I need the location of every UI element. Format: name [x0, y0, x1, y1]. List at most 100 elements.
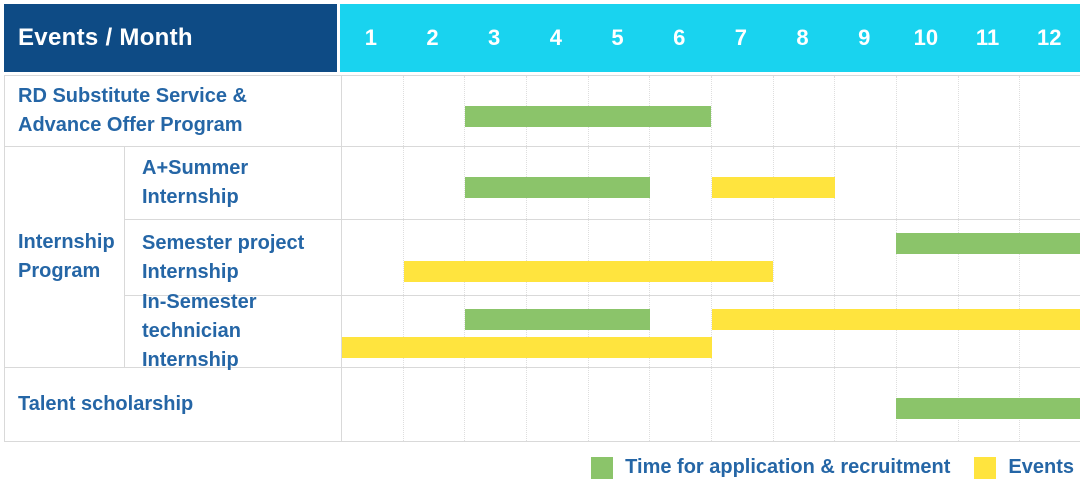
- page-title: Events / Month: [18, 24, 193, 51]
- month-area-a-plus-summer-internship: [341, 147, 1080, 220]
- month-cell: [589, 296, 651, 367]
- month-cell: [897, 76, 959, 146]
- legend-swatch-yellow: [974, 456, 997, 479]
- month-header-9: 9: [858, 25, 871, 50]
- month-cell: [527, 220, 589, 295]
- month-cell: [959, 220, 1021, 295]
- month-cell: [465, 368, 528, 441]
- label-line: Semester project: [142, 231, 305, 254]
- row-label-talent-scholarship: Talent scholarship: [5, 368, 341, 442]
- legend-label-application: Time for application & recruitment: [625, 456, 951, 478]
- month-cell: [897, 220, 959, 295]
- month-cell: [404, 147, 466, 219]
- label-line: technician Internship: [142, 320, 241, 371]
- month-cell: [342, 147, 404, 219]
- month-header-5: 5: [611, 25, 624, 50]
- month-cell: [774, 76, 836, 146]
- month-cell: [712, 368, 774, 441]
- month-cell: [465, 220, 528, 295]
- chart-legend: Time for application & recruitment Event…: [591, 456, 1074, 479]
- month-cell: [835, 220, 898, 295]
- month-cell: [650, 296, 713, 367]
- month-header-6: 6: [673, 25, 686, 50]
- label-line: Talent scholarship: [18, 393, 194, 415]
- row-label-in-semester-technician-internship: In-Semester technician Internship: [125, 291, 341, 371]
- month-cell: [342, 220, 404, 295]
- label-line: Internship: [142, 260, 239, 283]
- month-cell: [342, 368, 404, 441]
- month-cell: [342, 296, 404, 367]
- month-cell: [404, 296, 466, 367]
- month-cell: [342, 76, 404, 146]
- month-area-semester-project-internship: [341, 220, 1080, 296]
- month-cell: [774, 147, 836, 219]
- month-header-1: 1: [364, 25, 377, 50]
- label-line: A+Summer: [142, 157, 249, 179]
- gantt-table-body: Internship Program RD Substitute Service &…: [4, 75, 1080, 442]
- month-cell: [650, 147, 713, 219]
- month-header-4: 4: [549, 25, 562, 50]
- month-cell: [527, 368, 589, 441]
- month-header-7: 7: [734, 25, 747, 50]
- month-cell: [712, 220, 774, 295]
- month-cell: [774, 220, 836, 295]
- gantt-bar-yellow-semester-project-internship: [403, 261, 774, 282]
- label-line: Internship: [142, 186, 239, 208]
- month-cell: [835, 296, 898, 367]
- gantt-bar-yellow-in-semester-technician-internship: [342, 337, 712, 358]
- month-header-10: 10: [913, 25, 939, 50]
- month-area-rd-substitute-service: [341, 76, 1080, 147]
- month-gridlines: [342, 296, 1080, 367]
- month-header-12: 12: [1036, 25, 1062, 50]
- month-cell: [959, 296, 1021, 367]
- label-line: In-Semester: [142, 291, 257, 313]
- month-cell: [774, 296, 836, 367]
- month-cell: [897, 296, 959, 367]
- month-cell: [589, 220, 651, 295]
- label-line: Program: [18, 260, 101, 282]
- month-cell: [650, 220, 713, 295]
- gantt-bar-green-a-plus-summer-internship: [465, 177, 650, 198]
- month-cell: [404, 76, 466, 146]
- month-area-talent-scholarship: [341, 368, 1080, 442]
- month-cell: [1020, 220, 1080, 295]
- month-cell: [835, 368, 898, 441]
- gantt-bar-yellow-in-semester-technician-internship: [711, 309, 1080, 330]
- month-header-strip: 1 2 3 4 5 6 7 8 9 10 11 12: [340, 4, 1080, 72]
- month-cell: [1020, 147, 1080, 219]
- month-cell: [465, 296, 528, 367]
- label-line: Internship: [18, 231, 115, 253]
- gantt-bar-green-talent-scholarship: [896, 398, 1080, 419]
- month-cell: [712, 296, 774, 367]
- gantt-bar-green-semester-project-internship: [896, 233, 1080, 254]
- month-cell: [774, 368, 836, 441]
- gantt-bar-yellow-a-plus-summer-internship: [711, 177, 835, 198]
- month-cell: [835, 147, 898, 219]
- month-cell: [527, 296, 589, 367]
- month-gridlines: [342, 220, 1080, 295]
- gantt-bar-green-rd-substitute-service: [465, 106, 712, 127]
- month-header-8: 8: [796, 25, 809, 50]
- month-area-in-semester-technician-internship: [341, 296, 1080, 368]
- month-header-3: 3: [488, 25, 501, 50]
- group-label-internship-program: Internship Program: [5, 147, 125, 368]
- label-line: RD Substitute Service &: [18, 85, 247, 107]
- month-cell: [404, 368, 466, 441]
- month-cell: [589, 368, 651, 441]
- label-line: Advance Offer Program: [18, 114, 243, 136]
- row-label-semester-project-internship: Semester project Internship: [125, 220, 341, 296]
- month-cell: [404, 220, 466, 295]
- month-cell: [650, 76, 713, 146]
- month-cell: [959, 147, 1021, 219]
- month-cell: [712, 76, 774, 146]
- row-label-a-plus-summer-internship: A+Summer Internship: [125, 147, 341, 220]
- month-cell: [897, 147, 959, 219]
- month-header-11: 11: [975, 25, 1000, 50]
- legend-swatch-green: [591, 456, 614, 479]
- month-cell: [1020, 76, 1080, 146]
- month-cell: [650, 368, 713, 441]
- header-title-cell: Events / Month: [4, 4, 337, 72]
- month-header-2: 2: [426, 25, 439, 50]
- gantt-bar-green-in-semester-technician-internship: [465, 309, 650, 330]
